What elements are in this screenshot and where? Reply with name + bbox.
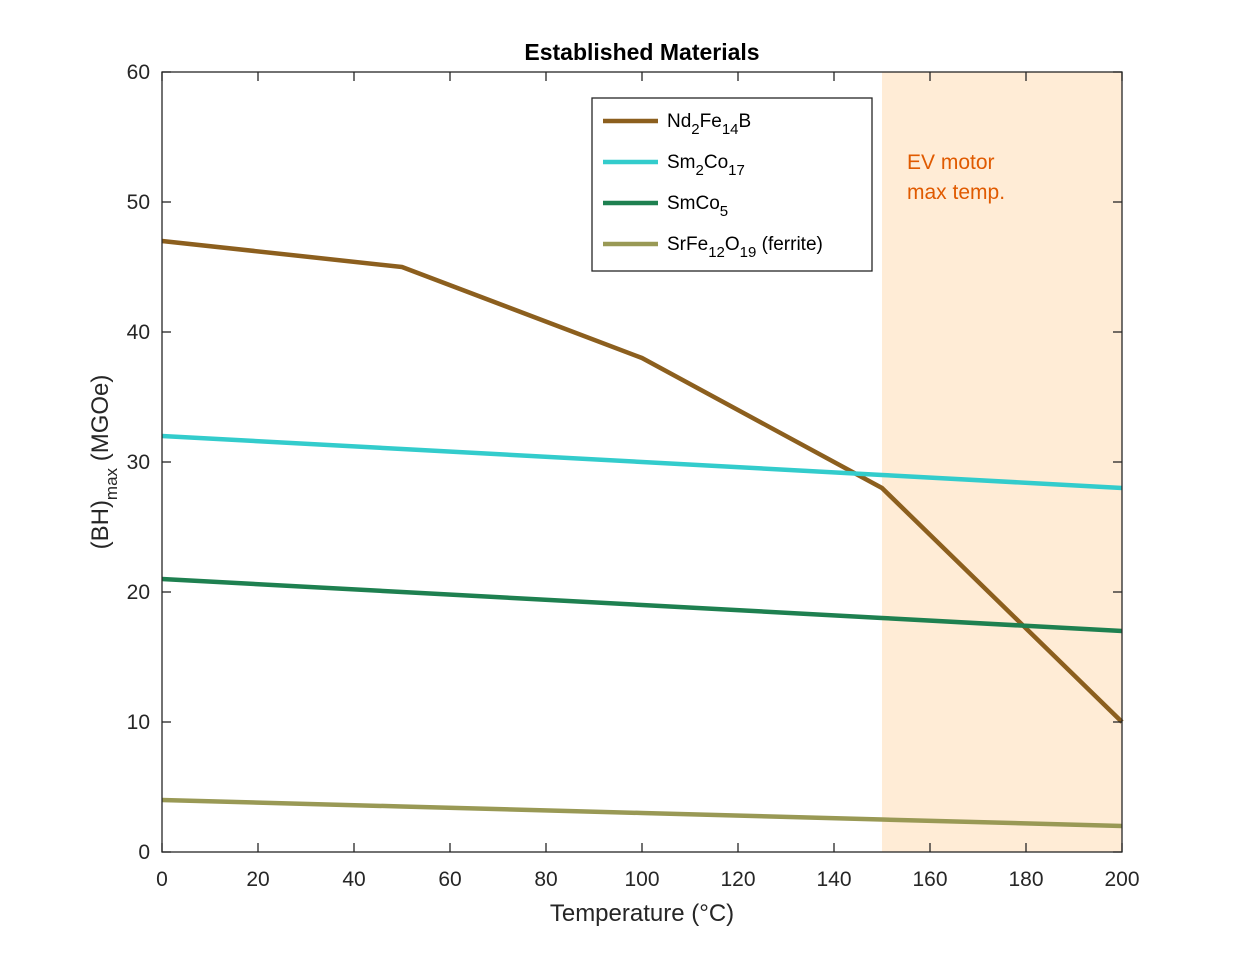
legend-label-sm2co17: Sm2Co17 [667, 152, 745, 179]
x-tick-label: 180 [1008, 868, 1043, 891]
shaded-region-ev-motor [882, 72, 1122, 852]
x-tick-label: 200 [1104, 868, 1139, 891]
legend-label-smco5: SmCo5 [667, 193, 728, 220]
shaded-region-label: EV motor max temp. [907, 151, 1005, 204]
shaded-region-label-layer: EV motor max temp. [907, 151, 1005, 204]
x-tick-label: 80 [534, 868, 557, 891]
x-tick-label: 40 [342, 868, 365, 891]
y-axis-title: (BH)max (MGOe) [87, 375, 121, 550]
legend-label-srfe12o19-ferrite: SrFe12O19 (ferrite) [667, 234, 823, 261]
series-line-smco5 [161, 576, 1123, 634]
chart_data.series.0.label_parts-part: Nd [667, 111, 691, 132]
chart_data.series.2.label_parts-part: SmCo [667, 193, 720, 214]
shaded-region-label-line: EV motor [907, 151, 995, 174]
series-layer [161, 238, 1124, 829]
y-tick-label: 50 [127, 191, 150, 214]
legend-label-nd2fe14b: Nd2Fe14B [667, 111, 751, 138]
chart_data.series.2.label_parts-part: 5 [720, 203, 728, 220]
chart_data.series.3.label_parts-part: SrFe [667, 234, 708, 255]
chart_data.series.3.label_parts-part: 19 [740, 244, 757, 261]
x-tick-label: 140 [816, 868, 851, 891]
y-tick-label: 40 [127, 321, 150, 344]
x-tick-label: 160 [912, 868, 947, 891]
y-tick-label: 20 [127, 581, 150, 604]
chart_data.series.0.label_parts-part: 14 [722, 121, 739, 138]
y-axis-title-sub: max [102, 467, 121, 500]
chart_data.series.3.label_parts-part: 12 [708, 244, 725, 261]
chart_data.series.1.label_parts-part: Co [704, 152, 728, 173]
series-line-nd2fe14b [161, 238, 1124, 724]
chart_data.series.1.label_parts-part: 2 [696, 162, 704, 179]
tick-layer: 0 20 40 60 80 100 120 140 160 180 200 0 10 20 30 40 50 60 [127, 61, 1140, 891]
y-tick-label: 30 [127, 451, 150, 474]
chart_data.series.0.label_parts-part: Fe [700, 111, 722, 132]
x-tick-label: 0 [156, 868, 168, 891]
shaded-region-layer [882, 72, 1122, 852]
x-tick-label: 60 [438, 868, 461, 891]
chart_data.series.1.label_parts-part: 17 [728, 162, 745, 179]
x-axis-title: Temperature (°C) [550, 900, 734, 927]
y-axis-title-base: (BH) [87, 500, 114, 549]
x-tick-label: 100 [624, 868, 659, 891]
series-line-srfe12o19-ferrite [161, 797, 1123, 829]
x-tick-label: 20 [246, 868, 269, 891]
chart_data.series.0.label_parts-part: 2 [691, 121, 699, 138]
y-tick-label: 10 [127, 711, 150, 734]
chart_data.series.1.label_parts-part: Sm [667, 152, 696, 173]
y-tick-label: 60 [127, 61, 150, 84]
chart_data.series.3.label_parts-part: (ferrite) [756, 234, 823, 255]
x-tick-label: 120 [720, 868, 755, 891]
y-axis-title-rest: (MGOe) [87, 375, 114, 468]
shaded-region-label-line: max temp. [907, 181, 1005, 204]
chart-title: Established Materials [524, 39, 759, 65]
series-line-sm2co17 [161, 433, 1123, 491]
chart_data.series.3.label_parts-part: O [725, 234, 740, 255]
y-tick-label: 0 [138, 841, 150, 864]
chart_data.series.0.label_parts-part: B [739, 111, 752, 132]
